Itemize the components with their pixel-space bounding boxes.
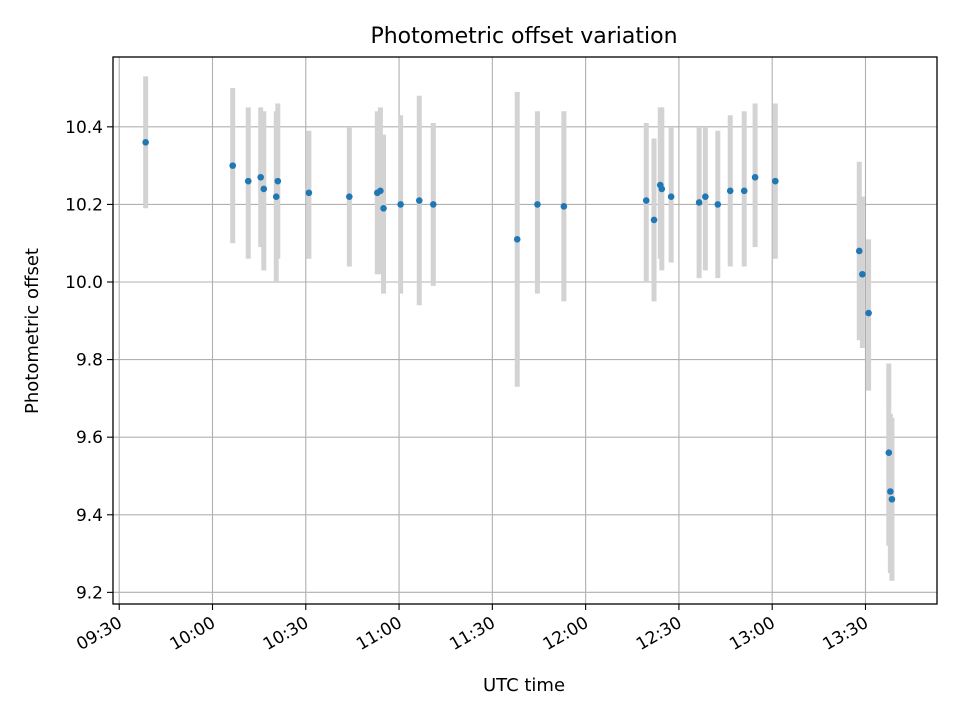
- data-point: [534, 201, 541, 208]
- data-point: [415, 197, 423, 204]
- data-point: [142, 139, 149, 146]
- data-point: [740, 187, 748, 195]
- data-point: [667, 193, 675, 200]
- data-point: [346, 193, 353, 200]
- data-point: [714, 201, 722, 208]
- data-point: [260, 185, 268, 193]
- y-axis-label: Photometric offset: [22, 248, 43, 414]
- plot-frame: [112, 56, 938, 605]
- data-point: [397, 201, 404, 208]
- data-point: [513, 236, 521, 243]
- y-tick-label: 9.2: [76, 583, 103, 603]
- data-point: [695, 199, 703, 206]
- data-point: [658, 185, 666, 193]
- data-point: [726, 187, 734, 195]
- gridlines: [113, 57, 937, 604]
- x-axis-label: UTC time: [483, 675, 565, 696]
- data-point: [274, 177, 282, 185]
- y-tick-label: 10.0: [65, 273, 103, 293]
- data-point: [887, 488, 894, 495]
- data-point: [859, 270, 866, 278]
- data-point: [855, 247, 863, 255]
- data-point: [429, 201, 437, 208]
- y-tick-label: 10.2: [65, 195, 103, 215]
- data-point: [257, 173, 264, 181]
- y-tick-label: 9.4: [76, 506, 103, 526]
- data-point: [650, 216, 658, 224]
- data-point: [772, 177, 779, 185]
- data-point: [888, 495, 896, 503]
- data-point: [244, 177, 252, 185]
- data-point: [885, 449, 893, 457]
- chart-title: Photometric offset variation: [370, 24, 677, 49]
- data-point: [305, 189, 313, 197]
- data-point: [642, 197, 650, 204]
- data-points: [142, 139, 896, 503]
- y-tick-label: 9.6: [76, 428, 103, 448]
- data-point: [865, 309, 872, 317]
- data-point: [560, 203, 568, 210]
- data-point: [377, 187, 384, 195]
- data-point: [380, 204, 387, 212]
- data-point: [751, 173, 759, 181]
- data-point: [702, 193, 709, 200]
- y-ticks: 9.2 9.4 9.6 9.8 10.0 10.2 10.4: [65, 118, 113, 603]
- y-tick-label: 9.8: [76, 351, 103, 371]
- y-tick-label: 10.4: [65, 118, 103, 138]
- data-point: [229, 162, 237, 169]
- data-point: [272, 193, 280, 200]
